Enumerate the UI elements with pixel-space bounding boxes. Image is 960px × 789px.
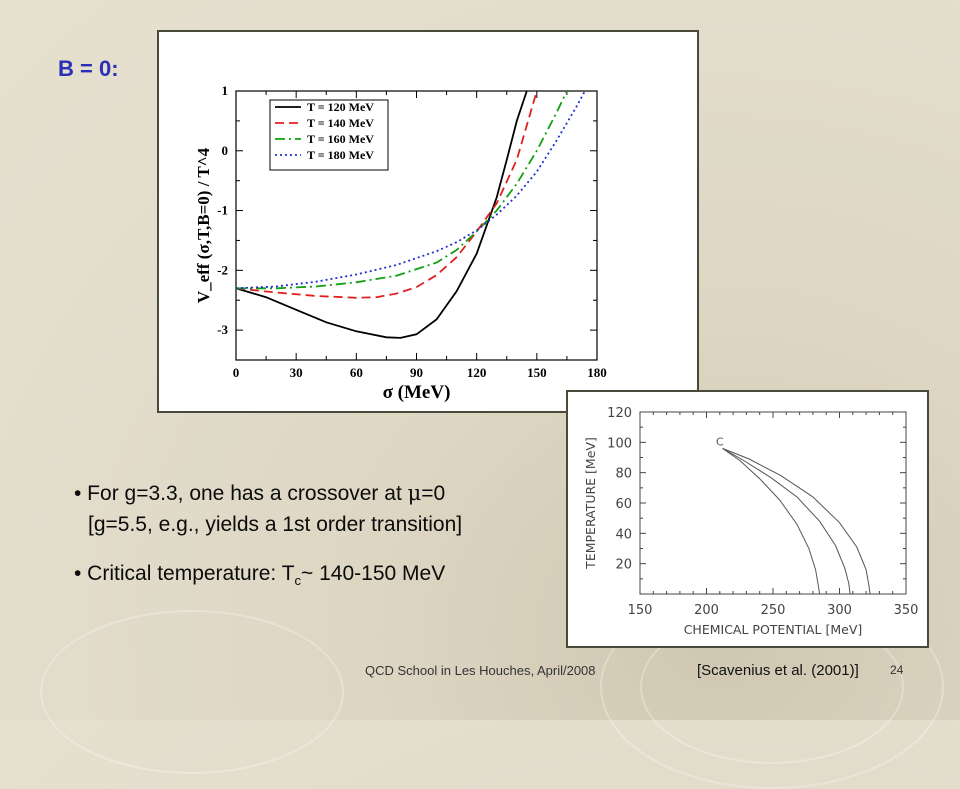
critical-point-label: C [716, 435, 724, 448]
phase-y-tick-label: 100 [607, 436, 632, 451]
phase-x-axis-label: CHEMICAL POTENTIAL [MeV] [684, 622, 863, 637]
phase-y-tick-label: 120 [607, 406, 632, 421]
phase-x-tick-label: 150 [628, 603, 653, 618]
y-tick-label: 0 [222, 143, 229, 158]
x-tick-label: 30 [290, 365, 303, 380]
main-chart-panel: 0 30 60 90 120 150 180 1 0 -1 -2 -3 σ (MeV) V_eff (σ,… [157, 30, 699, 413]
phase-y-tick-label: 20 [615, 558, 632, 573]
legend-label-2: T = 140 MeV [307, 116, 374, 130]
legend-label-4: T = 180 MeV [307, 148, 374, 162]
phase-diagram-chart: 150 200 250 300 350 20 40 60 80 100 120 CHEMICAL PO… [583, 406, 919, 637]
x-tick-label: 180 [587, 365, 607, 380]
y-tick-label: -1 [217, 203, 228, 218]
legend-label-1: T = 120 MeV [307, 100, 374, 114]
phase-boundary-line-1 [722, 447, 821, 595]
phase-diagram-panel: 150 200 250 300 350 20 40 60 80 100 120 CHEMICAL PO… [566, 390, 929, 648]
page-number: 24 [890, 663, 904, 677]
x-tick-label: 0 [233, 365, 240, 380]
bullet-crossover: • For g=3.3, one has a crossover at μ=0 [74, 481, 446, 505]
veff-chart: 0 30 60 90 120 150 180 1 0 -1 -2 -3 σ (MeV) V_eff (σ,… [194, 83, 607, 403]
x-tick-label: 90 [410, 365, 423, 380]
phase-x-tick-label: 250 [761, 603, 786, 618]
phase-plot-frame [639, 411, 907, 595]
citation: [Scavenius et al. (2001)] [697, 662, 859, 679]
slide-title: B = 0: [58, 56, 119, 81]
footer-text: QCD School in Les Houches, April/2008 [365, 663, 596, 678]
background-ripple [40, 610, 344, 774]
series-line-4 [236, 91, 586, 290]
series-line-3 [236, 91, 568, 290]
legend-box [269, 99, 389, 171]
x-tick-label: 60 [350, 365, 363, 380]
phase-x-tick-label: 200 [694, 603, 719, 618]
series-line-1 [236, 91, 528, 339]
series-line-2 [236, 91, 538, 299]
x-axis-label: σ (MeV) [383, 382, 451, 403]
bullet-critical-temperature: • Critical temperature: Tc~ 140-150 MeV [74, 562, 446, 589]
phase-boundary-line-3 [722, 447, 871, 595]
x-tick-label: 120 [467, 365, 487, 380]
phase-x-tick-label: 300 [827, 603, 852, 618]
bullet-list: • For g=3.3, one has a crossover at μ=0 … [74, 478, 462, 596]
phase-x-tick-label: 350 [894, 603, 919, 618]
bullet-first-order-note: [g=5.5, e.g., yields a 1st order transit… [88, 513, 463, 536]
y-axis-label: V_eff (σ,T,B=0) / T^4 [194, 147, 213, 303]
phase-y-tick-label: 60 [615, 497, 632, 512]
phase-y-tick-label: 80 [615, 467, 632, 482]
y-tick-label: -3 [217, 322, 228, 337]
y-tick-label: -2 [217, 262, 228, 277]
phase-y-axis-label: TEMPERATURE [MeV] [583, 437, 598, 570]
x-tick-label: 150 [527, 365, 547, 380]
legend-label-3: T = 160 MeV [307, 132, 374, 146]
phase-boundary-line-2 [722, 447, 851, 595]
y-tick-label: 1 [222, 83, 229, 98]
phase-y-tick-label: 40 [615, 527, 632, 542]
